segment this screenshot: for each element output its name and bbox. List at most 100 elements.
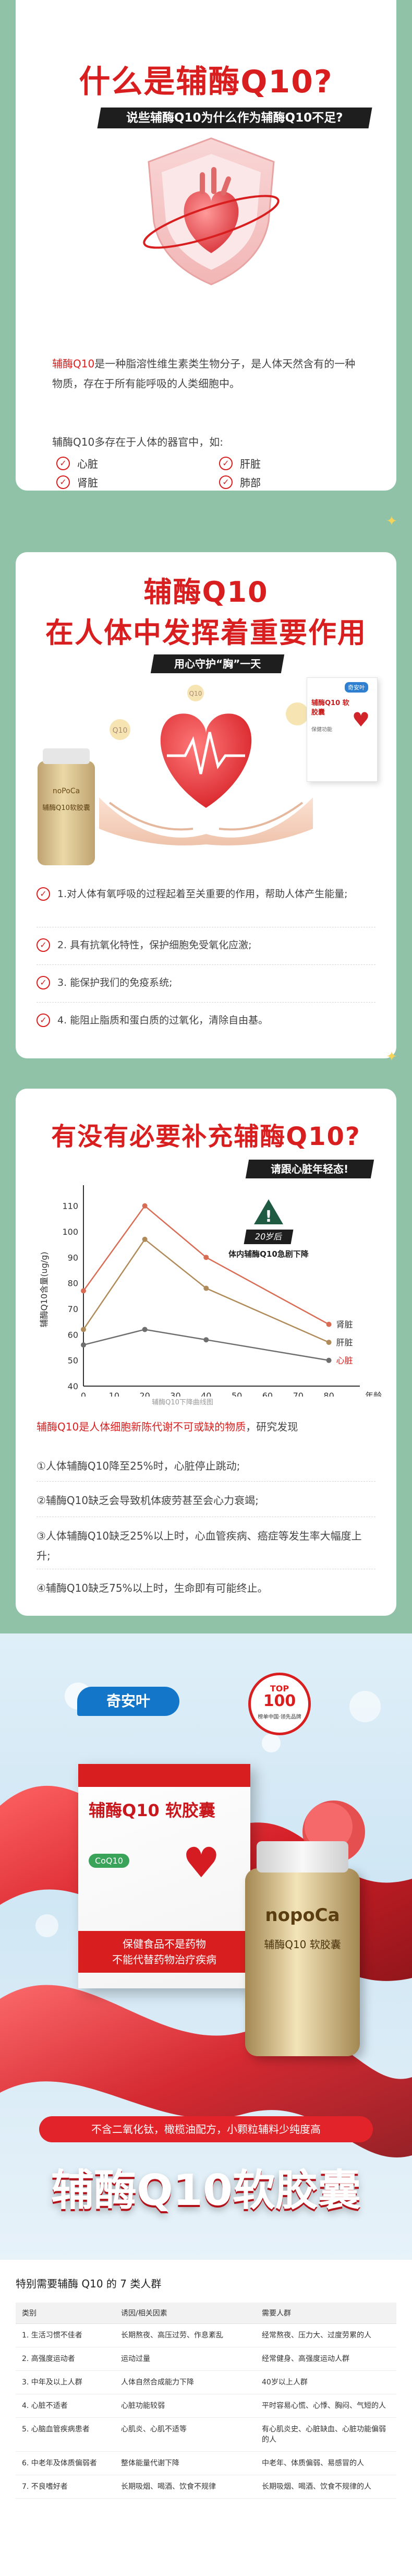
- big-slogan: 辅酶Q10软胶囊: [51, 2166, 361, 2215]
- x-tick-label: 50: [232, 1391, 242, 1397]
- coq10-intro-paragraph: 辅酶Q10是一种脂溶性维生素类生物分子，是人体天然含有的一种物质，存在于所有能呼…: [52, 354, 365, 393]
- table-cell: 2. 高强度运动者: [16, 2347, 115, 2371]
- organ-label: 肝脏: [240, 458, 261, 470]
- table-row: 3. 中年及以上人群 人体自然合成能力下降 40岁以上人群: [16, 2370, 396, 2394]
- table-row: 1. 生活习惯不佳者 长期熬夜、高压过劳、作息紊乱 经常熬夜、压力大、过度劳累的…: [16, 2323, 396, 2347]
- table-cell: 有心肌炎史、心脏缺血、心脏功能偏弱的人: [256, 2417, 396, 2452]
- finding-4: ④辅酶Q10缺乏75%以上时，生命即有可能终止。: [37, 1582, 268, 1594]
- bottle-cap-large: [257, 1841, 348, 1873]
- role-item-text: 2. 具有抗氧化特性，保护细胞免受氧化应激;: [57, 939, 252, 951]
- section2-title-line2: 在人体中发挥着重要作用: [45, 616, 367, 649]
- data-point: [142, 1327, 148, 1332]
- box-tag: 保健食品不是药物 不能代替药物治疗疾病: [78, 1931, 250, 1973]
- coq10-research-rest: ，研究发现: [246, 1421, 298, 1433]
- svg-text:!: !: [265, 1208, 272, 1225]
- check-icon: ✓: [219, 456, 233, 470]
- section1-banner: 说些辅酶Q10为什么作为辅酶Q10不足?: [97, 108, 372, 128]
- y-tick-label: 90: [68, 1253, 78, 1262]
- role-item-4: ✓ 4. 能阻止脂质和蛋白质的过氧化，清除自由基。: [37, 1012, 375, 1028]
- table-cell: 长期熬夜、高压过劳、作息紊乱: [115, 2323, 256, 2347]
- check-icon: ✓: [37, 1013, 50, 1027]
- box-red-band: [78, 1764, 250, 1787]
- product-bottle-large: nopoCa 辅酶Q10 软胶囊: [245, 1841, 360, 2056]
- table-row: 5. 心脑血管疾病患者 心肌炎、心肌不适等 有心肌炎史、心脏缺血、心脏功能偏弱的…: [16, 2417, 396, 2452]
- x-tick-label: 20: [139, 1391, 150, 1397]
- legend-label: 肝脏: [336, 1338, 353, 1347]
- bottle-brand: noPoCa: [52, 787, 80, 795]
- table-cell: 心脏功能较弱: [115, 2394, 256, 2418]
- role-item-text: 1.对人体有氧呼吸的过程起着至关重要的作用，帮助人体产生能量;: [57, 888, 348, 900]
- organ-item-liver: ✓ 肝脏: [219, 456, 261, 471]
- data-point: [81, 1327, 86, 1332]
- svg-text:Q10: Q10: [113, 726, 128, 735]
- table-row: 4. 心脏不适者 心脏功能较弱 平时容易心慌、心悸、胸闷、气短的人: [16, 2394, 396, 2418]
- x-tick-label: 10: [109, 1391, 119, 1397]
- x-tick-label: 40: [201, 1391, 211, 1397]
- data-point: [142, 1236, 148, 1242]
- role-item-1: ✓ 1.对人体有氧呼吸的过程起着至关重要的作用，帮助人体产生能量;: [37, 886, 375, 902]
- table-cell: 经常熬夜、压力大、过度劳累的人: [256, 2323, 396, 2347]
- coq10-intro-keyword: 辅酶Q10: [52, 357, 95, 370]
- series-line-1: [82, 1238, 330, 1343]
- organ-label: 肺部: [240, 476, 261, 489]
- table-cell: 经常健身、高强度运动人群: [256, 2347, 396, 2371]
- table-header-people: 需要人群: [256, 2303, 396, 2324]
- table-cell: 运动过量: [115, 2347, 256, 2371]
- divider: [37, 1481, 375, 1482]
- product-box-large: 辅酶Q10 软胶囊 CoQ10 ♥ 保健食品不是药物 不能代替药物治疗疾病: [78, 1764, 250, 1988]
- data-point: [326, 1321, 332, 1327]
- data-point: [326, 1340, 332, 1345]
- section2-banner: 用心守护“胸”一天: [150, 654, 285, 673]
- x-tick-label: 0: [81, 1391, 86, 1397]
- table-cell: 6. 中老年及体质偏弱者: [16, 2451, 115, 2475]
- feature-banner-text: 不含二氧化钛，橄榄油配方，小颗粒辅料少纯度高: [91, 2123, 321, 2136]
- section1-banner-text: 说些辅酶Q10为什么作为辅酶Q10不足?: [126, 111, 343, 125]
- coq10-research-highlight: 辅酶Q10是人体细胞新陈代谢不可或缺的物质: [37, 1421, 246, 1433]
- section-important-role: 辅酶Q10 在人体中发挥着重要作用 用心守护“胸”一天 Q10 Q10 noPo…: [16, 552, 396, 1058]
- x-tick-label: 30: [170, 1391, 180, 1397]
- target-groups-table: 类别 诱因/相关因素 需要人群 1. 生活习惯不佳者 长期熬夜、高压过劳、作息紊…: [16, 2303, 396, 2499]
- badge-top: TOP: [270, 1684, 289, 1694]
- heart-shield-icon: [143, 137, 280, 285]
- feature-banner: 不含二氧化钛，橄榄油配方，小颗粒辅料少纯度高: [39, 2116, 373, 2142]
- legend-label: 心脏: [336, 1356, 353, 1366]
- coq10-research-intro: 辅酶Q10是人体细胞新陈代谢不可或缺的物质，研究发现: [37, 1417, 375, 1436]
- series-line-0: [82, 1204, 330, 1325]
- x-tick-label: 80: [323, 1391, 334, 1397]
- bottle-label: 辅酶Q10软胶囊: [42, 804, 90, 812]
- table-cell: 平时容易心慌、心悸、胸闷、气短的人: [256, 2394, 396, 2418]
- role-item-text: 3. 能保护我们的免疫系统;: [57, 977, 173, 988]
- product-box: 奇安叶 辅酶Q10 软胶囊 保健功能 ♥: [307, 677, 378, 782]
- top100-badge: TOP 100 榜单中国·领先品牌: [248, 1673, 311, 1735]
- check-icon: ✓: [56, 456, 70, 470]
- product-promo-banner: 奇安叶 TOP 100 榜单中国·领先品牌 辅酶Q10 软胶囊 CoQ10 ♥ …: [0, 1633, 412, 2260]
- table-cell: 4. 心脏不适者: [16, 2394, 115, 2418]
- table-cell: 40岁以上人群: [256, 2370, 396, 2394]
- box-name: 辅酶Q10 软胶囊: [89, 1800, 215, 1820]
- y-tick-label: 40: [68, 1381, 78, 1391]
- warning-text: 体内辅酶Q10急剧下降: [228, 1249, 309, 1259]
- table-row: 6. 中老年及体质偏弱者 整体能量代谢下降 中老年、体质偏弱、易感冒的人: [16, 2451, 396, 2475]
- x-axis-label: 年龄: [365, 1391, 382, 1397]
- product-bottle: noPoCa 辅酶Q10软胶囊: [38, 748, 95, 865]
- section-what-is-coq10: 什么是辅酶Q10? 说些辅酶Q10为什么作为辅酶Q10不足? 辅酶Q10是一种脂…: [16, 0, 396, 491]
- table-row: 2. 高强度运动者 运动过量 经常健身、高强度运动人群: [16, 2347, 396, 2371]
- role-item-3: ✓ 3. 能保护我们的免疫系统;: [37, 975, 375, 991]
- finding-1: ①人体辅酶Q10降至25%时，心脏停止跳动;: [37, 1460, 240, 1472]
- check-icon: ✓: [37, 887, 50, 901]
- coq10-decline-chart: 40 50 60 70 80 90 100 110 0 10 20 30 40 50 60 70 80 年龄 辅酶Q…: [39, 1185, 382, 1397]
- table-cell: 5. 心脑血管疾病患者: [16, 2417, 115, 2452]
- table-cell: 中老年、体质偏弱、易感冒的人: [256, 2451, 396, 2475]
- organ-item-kidney: ✓ 肾脏: [56, 474, 98, 490]
- role-item-text: 4. 能阻止脂质和蛋白质的过氧化，清除自由基。: [57, 1015, 269, 1026]
- data-point: [142, 1203, 148, 1209]
- data-point: [203, 1285, 209, 1291]
- svg-text:Q10: Q10: [189, 690, 202, 697]
- box-tag-line2: 不能代替药物治疗疾病: [112, 1953, 216, 1966]
- check-icon: ✓: [56, 475, 70, 489]
- y-tick-label: 100: [62, 1227, 78, 1237]
- section2-title-line1: 辅酶Q10: [143, 576, 269, 609]
- badge-text: 榜单中国·领先品牌: [258, 1714, 301, 1720]
- y-tick-label: 80: [68, 1279, 78, 1289]
- check-icon: ✓: [37, 976, 50, 989]
